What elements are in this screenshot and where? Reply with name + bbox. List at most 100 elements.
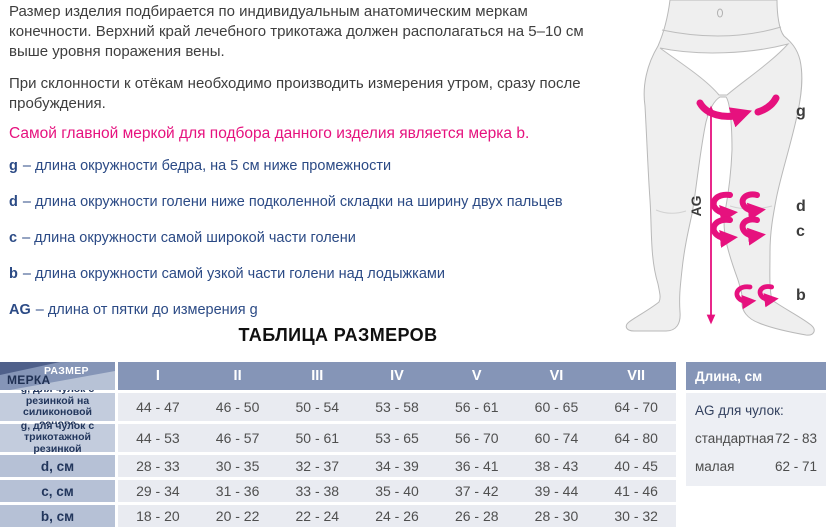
- intro-paragraph-1: Размер изделия подбирается по индивидуал…: [9, 3, 584, 60]
- measurement-definitions-list: g – длина окружности бедра, на 5 см ниже …: [9, 158, 594, 318]
- measurement-text-ag: – длина от пятки до измерения g: [35, 302, 258, 318]
- table-cell: 60 - 74: [516, 424, 597, 452]
- diagram-label-g: g: [796, 103, 806, 120]
- table-cell: 46 - 50: [197, 393, 278, 421]
- diagram-label-b: b: [796, 287, 806, 304]
- measurement-key-c: c: [9, 230, 18, 246]
- measurement-item-b: b – длина окружности самой узкой части го…: [9, 266, 594, 282]
- g-measure-arrow: [696, 94, 780, 128]
- row-label: b, см: [0, 505, 115, 527]
- measurement-key-b: b: [9, 266, 18, 282]
- table-cell: 36 - 41: [436, 455, 517, 477]
- key-measurement-note: Самой главной меркой для подбора данного…: [9, 125, 530, 142]
- legs-silhouette: [625, 0, 815, 336]
- table-cell: 56 - 61: [436, 393, 517, 421]
- table-corner-cell: РАЗМЕР МЕРКА: [0, 362, 115, 390]
- corner-label-measure: МЕРКА: [7, 373, 51, 387]
- leg-measurement-diagram: g d c b AG: [620, 0, 826, 360]
- table-cell: 38 - 43: [516, 455, 597, 477]
- d-measure-arrow: [710, 191, 766, 223]
- table-cell: 32 - 37: [277, 455, 358, 477]
- table-cell: 29 - 34: [118, 480, 198, 502]
- table-cell: 28 - 30: [516, 505, 597, 527]
- table-cell: 64 - 80: [596, 424, 677, 452]
- column-header-7: VII: [596, 362, 677, 390]
- diagram-label-d: d: [796, 198, 806, 215]
- length-panel-body: AG для чулок: стандартная 72 - 83 малая …: [686, 393, 826, 486]
- corner-label-size: РАЗМЕР: [44, 365, 89, 377]
- table-cell: 30 - 32: [596, 505, 677, 527]
- length-row-short: малая 62 - 71: [695, 459, 817, 474]
- measurement-key-d: d: [9, 194, 18, 210]
- panties-shape: [659, 43, 790, 96]
- table-cell: 41 - 46: [596, 480, 677, 502]
- measurement-item-g: g – длина окружности бедра, на 5 см ниже …: [9, 158, 594, 174]
- measurement-key-ag: AG: [9, 302, 31, 318]
- size-table: РАЗМЕР МЕРКА I II III IV V VI VII g, для…: [0, 362, 677, 530]
- size-table-title: ТАБЛИЦА РАЗМЕРОВ: [238, 325, 438, 345]
- corner-diagonal-decoration: [0, 362, 115, 390]
- measurement-item-d: d – длина окружности голени ниже подколен…: [9, 194, 594, 210]
- row-label: d, см: [0, 455, 115, 477]
- table-cell: 44 - 47: [118, 393, 198, 421]
- table-cell: 56 - 70: [436, 424, 517, 452]
- left-knee-crease: [655, 209, 687, 214]
- instructions-text-block: Размер изделия подбирается по индивидуал…: [9, 2, 594, 338]
- diagram-label-c: c: [796, 223, 805, 240]
- waistband-line: [661, 26, 782, 37]
- measurement-text-b: – длина окружности самой узкой части гол…: [22, 266, 445, 282]
- table-cell: 53 - 58: [357, 393, 437, 421]
- diagram-label-ag: AG: [688, 195, 704, 216]
- table-cell: 18 - 20: [118, 505, 198, 527]
- length-value: 62 - 71: [774, 459, 817, 474]
- table-row-c: c, см 29 - 34 31 - 36 33 - 38 35 - 40 37…: [0, 480, 677, 502]
- table-row-b: b, см 18 - 20 20 - 22 22 - 24 24 - 26 26…: [0, 505, 677, 527]
- table-cell: 50 - 61: [277, 424, 358, 452]
- table-cell: 33 - 38: [277, 480, 358, 502]
- table-cell: 40 - 45: [596, 455, 677, 477]
- table-cell: 20 - 22: [197, 505, 278, 527]
- measurement-key-g: g: [9, 158, 18, 174]
- table-row-g-silicone: g, для чулок с резинкой на силиконовой о…: [0, 383, 677, 429]
- length-panel-subtitle: AG для чулок:: [695, 403, 784, 418]
- length-label: малая: [695, 459, 735, 474]
- table-cell: 50 - 54: [277, 393, 358, 421]
- length-row-standard: стандартная 72 - 83: [695, 431, 817, 446]
- measurement-item-ag: AG – длина от пятки до измерения g: [9, 302, 594, 318]
- table-cell: 26 - 28: [436, 505, 517, 527]
- table-cell: 64 - 70: [596, 393, 677, 421]
- table-cell: 44 - 53: [118, 424, 198, 452]
- table-cell: 35 - 40: [357, 480, 437, 502]
- column-header-3: III: [277, 362, 358, 390]
- table-cell: 34 - 39: [357, 455, 437, 477]
- measurement-item-c: c – длина окружности самой широкой части …: [9, 230, 594, 246]
- table-cell: 31 - 36: [197, 480, 278, 502]
- size-table-header-row: РАЗМЕР МЕРКА I II III IV V VI VII: [0, 362, 677, 390]
- measurement-text-c: – длина окружности самой широкой части г…: [22, 230, 356, 246]
- row-label: g, для чулок с трикотажной резинкой: [0, 420, 115, 455]
- navel: [717, 8, 723, 18]
- column-header-6: VI: [516, 362, 597, 390]
- length-value: 72 - 83: [774, 431, 817, 446]
- table-cell: 24 - 26: [357, 505, 437, 527]
- table-cell: 22 - 24: [277, 505, 358, 527]
- column-header-1: I: [118, 362, 198, 390]
- table-row-g-knitted: g, для чулок с трикотажной резинкой 44 -…: [0, 420, 677, 455]
- table-row-d: d, см 28 - 33 30 - 35 32 - 37 34 - 39 36…: [0, 455, 677, 477]
- table-cell: 28 - 33: [118, 455, 198, 477]
- column-header-5: V: [436, 362, 517, 390]
- length-label: стандартная: [695, 431, 774, 446]
- measurement-text-g: – длина окружности бедра, на 5 см ниже п…: [22, 158, 392, 174]
- measurement-text-d: – длина окружности голени ниже подколенн…: [22, 194, 563, 210]
- length-panel-header: Длина, см: [686, 362, 826, 390]
- c-measure-arrow: [710, 216, 766, 248]
- row-label: c, см: [0, 480, 115, 502]
- intro-paragraph-2: При склонности к отёкам необходимо произ…: [9, 75, 581, 112]
- table-cell: 37 - 42: [436, 480, 517, 502]
- length-panel: Длина, см AG для чулок: стандартная 72 -…: [686, 362, 826, 486]
- column-header-2: II: [197, 362, 278, 390]
- table-cell: 39 - 44: [516, 480, 597, 502]
- row-label: g, для чулок с резинкой на силиконовой о…: [0, 383, 115, 429]
- table-cell: 53 - 65: [357, 424, 437, 452]
- column-header-4: IV: [357, 362, 437, 390]
